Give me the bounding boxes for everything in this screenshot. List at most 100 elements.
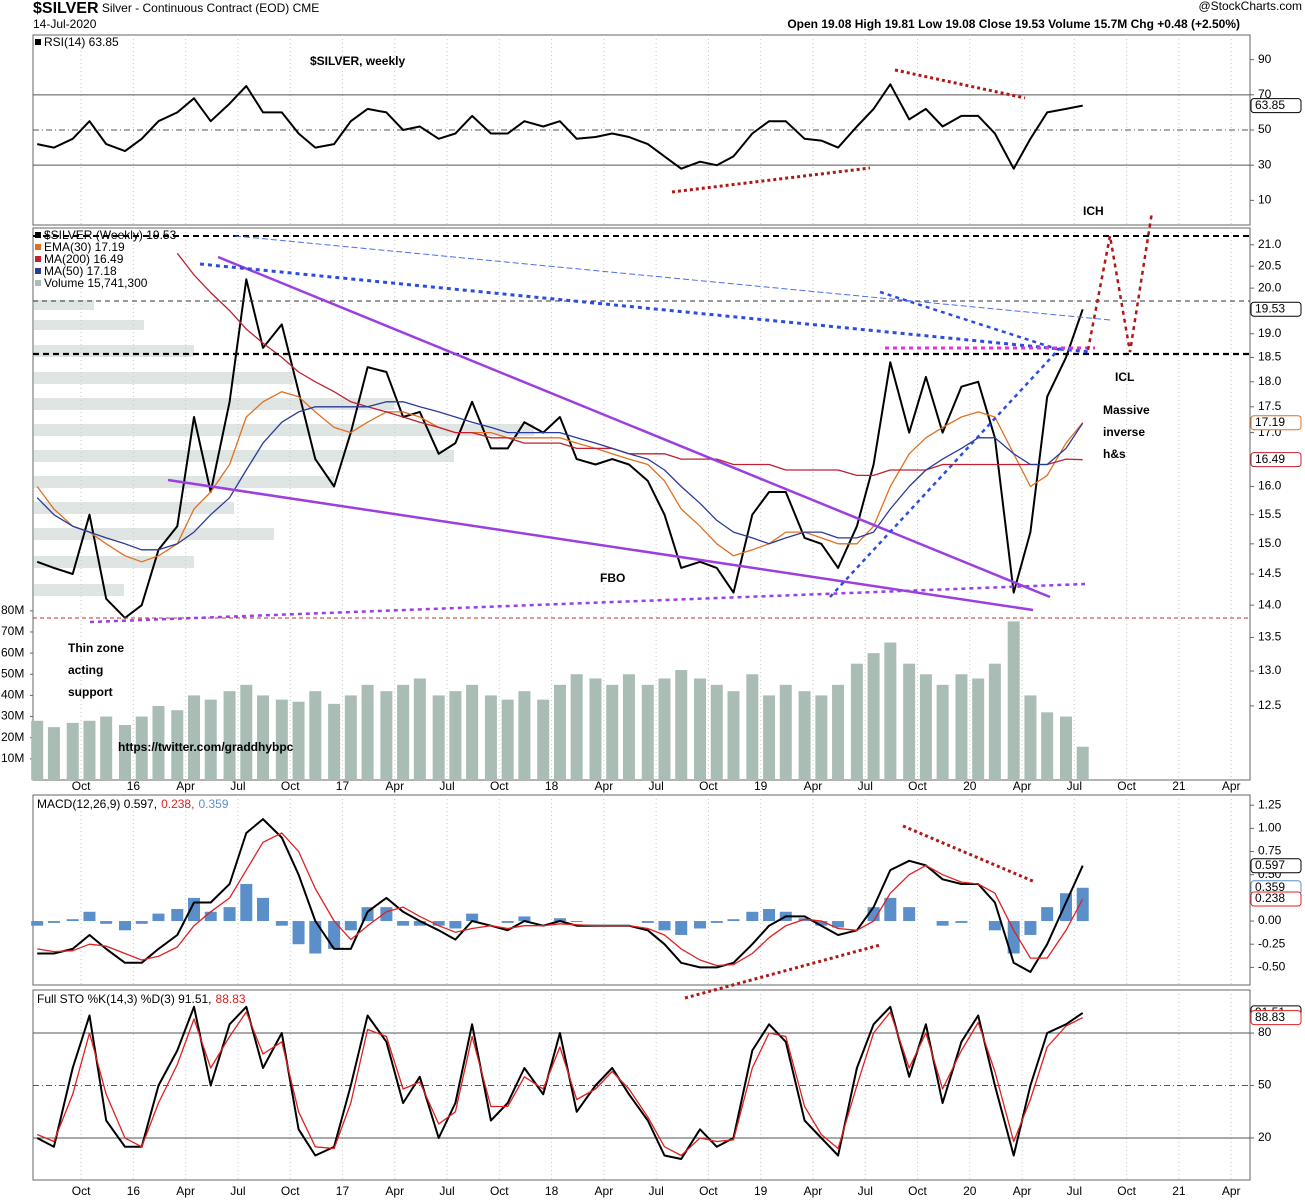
x-tick-label: 20 <box>963 1184 977 1198</box>
annotation: inverse <box>1103 425 1145 439</box>
legend-entry: Full STO %K(14,3) %D(3) 91.51, <box>37 992 212 1006</box>
x-tick-label: Oct <box>490 1184 509 1198</box>
vbp-bar <box>34 502 234 514</box>
vbp-bar <box>34 398 394 410</box>
y-tick-label: 16.0 <box>1258 479 1282 493</box>
series-line <box>36 83 1083 170</box>
x-tick-label: Apr <box>804 779 823 793</box>
y2-tick-label: 80M <box>1 603 24 617</box>
y-tick-label: 12.5 <box>1258 698 1282 712</box>
annotation: Massive <box>1103 403 1150 417</box>
panel-frame <box>32 989 1251 1181</box>
bar <box>641 684 654 780</box>
x-tick-label: Apr <box>1013 779 1032 793</box>
bar <box>815 695 828 780</box>
x-tick-label: Oct <box>72 779 91 793</box>
x-tick-label: Oct <box>490 779 509 793</box>
legend-entry: RSI(14) 63.85 <box>44 35 119 49</box>
bar <box>1041 907 1054 922</box>
x-tick-label: Jul <box>858 1184 873 1198</box>
bar <box>309 921 322 954</box>
x-tick-label: Oct <box>908 1184 927 1198</box>
annotation: ICH <box>1083 204 1104 218</box>
plot-layer: 10 30 50 70 90 RSI(14) 63.85 12.5 13.0 13.5 14.0 1… <box>1 34 1302 1198</box>
value-tag-label: 88.83 <box>1255 1010 1285 1024</box>
source: @StockCharts.com <box>1198 0 1302 13</box>
volume-by-price <box>34 300 534 596</box>
bar <box>344 921 357 931</box>
y-tick-label: 1.25 <box>1258 797 1282 811</box>
bar <box>31 921 44 926</box>
cycle-projection <box>1086 211 1154 353</box>
bar <box>152 913 165 922</box>
bar <box>553 684 566 780</box>
bar <box>988 921 1001 931</box>
legend-swatch <box>35 39 41 45</box>
value-tag <box>1250 452 1302 468</box>
bar <box>119 921 132 931</box>
y-tick-label: 21.0 <box>1258 237 1282 251</box>
bar <box>397 921 410 926</box>
bar <box>66 722 79 780</box>
x-tick-label: Jul <box>1067 779 1082 793</box>
bar <box>867 653 880 780</box>
blue-trend <box>199 262 1091 354</box>
x-tick-label: Oct <box>699 779 718 793</box>
bar <box>884 897 897 922</box>
x-tick-label: Jul <box>439 779 454 793</box>
x-tick-label: Oct <box>281 779 300 793</box>
bar <box>658 678 671 780</box>
x-tick-label: Apr <box>1222 1184 1241 1198</box>
bar <box>727 919 740 922</box>
bar <box>380 907 393 922</box>
series-line <box>36 1011 1083 1157</box>
bar <box>919 674 932 780</box>
bar <box>83 911 96 922</box>
bar <box>537 699 550 780</box>
bar <box>518 916 531 922</box>
bar <box>413 921 426 926</box>
x-tick-label: 21 <box>1172 779 1186 793</box>
divergence <box>894 68 1026 100</box>
bar <box>466 684 479 780</box>
series-line <box>36 391 1084 563</box>
quote: Open 19.08 High 19.81 Low 19.08 Close 19… <box>787 17 1240 31</box>
bar <box>710 684 723 780</box>
legend: MACD(12,26,9) 0.597, 0.238, 0.359 <box>37 797 229 811</box>
bar <box>1024 695 1037 780</box>
bar <box>570 921 583 922</box>
bar <box>763 909 776 922</box>
bar <box>328 703 341 780</box>
bar <box>1007 621 1020 780</box>
blue-trend <box>829 347 1061 598</box>
annotation: h&s <box>1103 447 1126 461</box>
bar <box>397 684 410 780</box>
bar <box>188 695 201 780</box>
y2-tick-label: 50M <box>1 666 24 680</box>
value-tag <box>1250 891 1302 907</box>
bar <box>589 678 602 780</box>
bar <box>344 695 357 780</box>
bar <box>501 699 514 780</box>
bar <box>763 695 776 780</box>
bar <box>501 921 514 923</box>
bar <box>47 921 60 923</box>
y-tick-label: -0.50 <box>1258 960 1286 974</box>
series-line <box>36 278 1084 619</box>
bar <box>675 670 688 780</box>
bar <box>466 913 479 922</box>
x-tick-label: Oct <box>1117 1184 1136 1198</box>
x-tick-label: Apr <box>176 779 195 793</box>
y2-tick-label: 20M <box>1 730 24 744</box>
x-tick-label: Oct <box>72 1184 91 1198</box>
bar <box>641 921 654 923</box>
series-line <box>176 252 1083 477</box>
x-tick-label: 18 <box>545 1184 559 1198</box>
bar <box>309 691 322 780</box>
bar <box>988 663 1001 780</box>
x-tick-label: Oct <box>1117 779 1136 793</box>
bar <box>204 699 217 780</box>
vbp-bar <box>34 300 94 310</box>
y-tick-label: 14.5 <box>1258 566 1282 580</box>
